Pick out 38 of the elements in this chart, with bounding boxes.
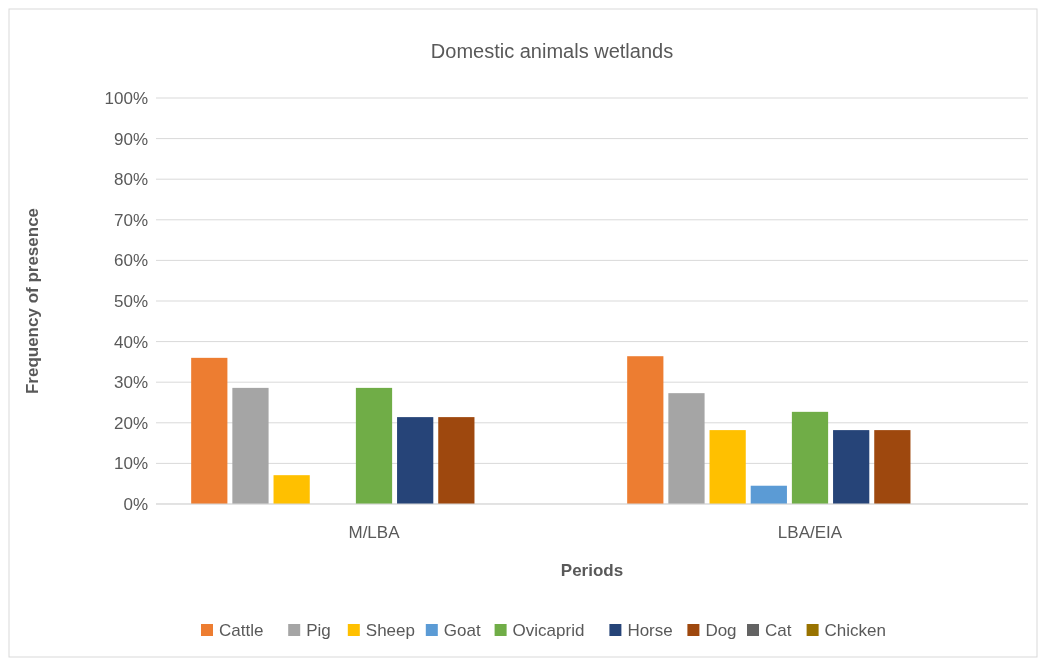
bar (627, 356, 664, 504)
y-tick-label: 90% (113, 129, 148, 149)
legend-label: Horse (627, 621, 673, 640)
chart-title: Domestic animals wetlands (430, 40, 674, 62)
bar (273, 475, 310, 504)
legend-label: Ovicaprid (512, 621, 585, 640)
y-tick-label: 40% (113, 332, 148, 352)
bar (438, 417, 475, 504)
x-tick-label: M/LBA (348, 523, 401, 542)
x-tick-label: LBA/EIA (777, 523, 843, 542)
legend-label: Chicken (824, 621, 887, 640)
legend-label: Sheep (365, 621, 415, 640)
bar (191, 357, 228, 504)
bar (668, 393, 705, 504)
bar (833, 430, 870, 504)
y-tick-label: 50% (113, 291, 148, 311)
bar (397, 417, 434, 504)
bar (750, 485, 787, 504)
y-tick-label: 70% (113, 210, 148, 230)
y-tick-label: 20% (113, 413, 148, 433)
legend-label: Cat (765, 621, 792, 640)
y-tick-label: 80% (113, 170, 148, 190)
y-axis-title: Frequency of presence (23, 207, 42, 395)
bar (791, 411, 829, 504)
y-tick-label: 10% (113, 454, 148, 474)
bar (709, 430, 746, 504)
bar (355, 387, 393, 504)
bar (874, 430, 911, 504)
x-axis-title: Periods (560, 561, 624, 580)
y-tick-label: 100% (104, 88, 148, 108)
legend-label: Pig (306, 621, 331, 640)
y-tick-label: 30% (113, 373, 148, 393)
legend-label: Cattle (219, 621, 264, 640)
legend-label: Goat (443, 621, 481, 640)
legend-label: Dog (705, 621, 737, 640)
bar (232, 387, 269, 504)
y-tick-label: 0% (123, 494, 148, 514)
y-tick-label: 60% (113, 251, 148, 271)
